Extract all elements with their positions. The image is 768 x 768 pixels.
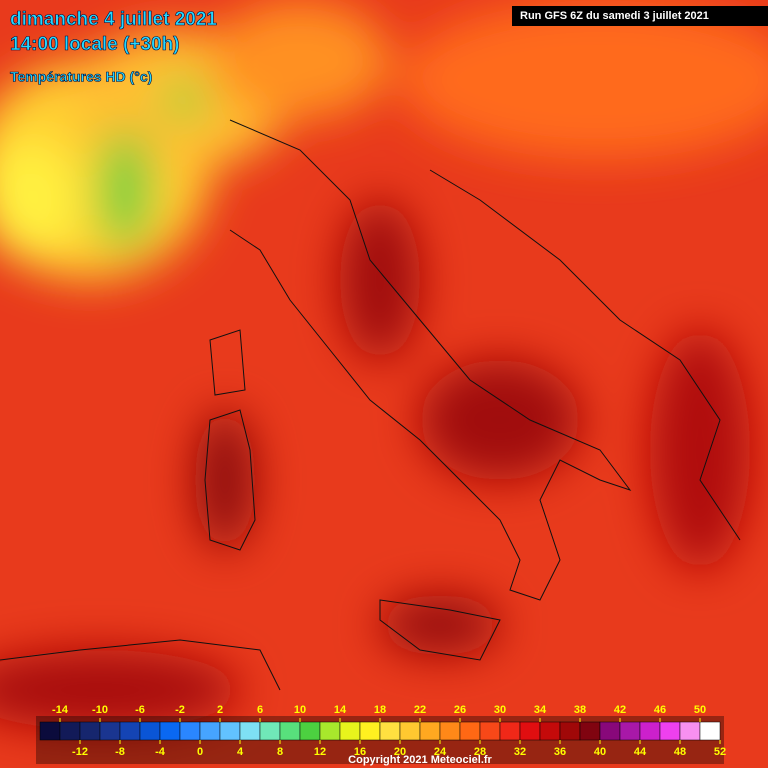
tick-label: -4 <box>155 746 166 758</box>
tick-label: 20 <box>394 746 406 758</box>
tick-label: 4 <box>237 746 244 758</box>
temperature-field <box>0 0 768 730</box>
tick-label: 44 <box>634 746 647 758</box>
tick-label: -12 <box>72 746 88 758</box>
color-cell <box>339 721 361 741</box>
color-cell <box>619 721 641 741</box>
tick-label: 6 <box>257 704 263 716</box>
color-cell <box>539 721 561 741</box>
color-cell <box>639 721 661 741</box>
color-cell <box>439 721 461 741</box>
tick-label: 10 <box>294 704 306 716</box>
color-cell <box>599 721 621 741</box>
tick-label: 28 <box>474 746 486 758</box>
color-cell <box>219 721 241 741</box>
color-cell <box>199 721 221 741</box>
tick-label: 46 <box>654 704 666 716</box>
color-cell <box>59 721 81 741</box>
color-cell <box>159 721 181 741</box>
tick-label: -6 <box>135 704 145 716</box>
color-cell <box>39 721 61 741</box>
tick-label: 40 <box>594 746 606 758</box>
run-info: Run GFS 6Z du samedi 3 juillet 2021 <box>520 10 709 22</box>
copyright: Copyright 2021 Meteociel.fr <box>348 754 492 766</box>
tick-label: 38 <box>574 704 586 716</box>
color-cell <box>79 721 101 741</box>
color-cell <box>139 721 161 741</box>
color-cell <box>119 721 141 741</box>
color-cell <box>679 721 701 741</box>
tick-label: 30 <box>494 704 506 716</box>
color-cell <box>359 721 381 741</box>
color-cell <box>479 721 501 741</box>
tick-label: 22 <box>414 704 426 716</box>
color-cell <box>259 721 281 741</box>
color-cell <box>279 721 301 741</box>
color-cell <box>299 721 321 741</box>
tick-label: 52 <box>714 746 726 758</box>
tick-label: 42 <box>614 704 626 716</box>
color-cell <box>579 721 601 741</box>
tick-label: -14 <box>52 704 69 716</box>
tick-label: -8 <box>115 746 125 758</box>
color-cell <box>399 721 421 741</box>
field-title: Températures HD (°c) <box>10 69 152 85</box>
tick-label: 36 <box>554 746 566 758</box>
color-cell <box>499 721 521 741</box>
color-cell <box>699 721 721 741</box>
tick-label: 48 <box>674 746 686 758</box>
tick-label: 14 <box>334 704 347 716</box>
colorbar: -14 -10 -6 -2 2 6 10 14 18 22 26 30 34 38 42 46 50-12 -8-… <box>39 704 726 758</box>
tick-label: -10 <box>92 704 108 716</box>
color-cell <box>99 721 121 741</box>
tick-label: 0 <box>197 746 203 758</box>
tick-label: -2 <box>175 704 185 716</box>
tick-label: 50 <box>694 704 706 716</box>
tick-label: 24 <box>434 746 447 758</box>
color-cell <box>379 721 401 741</box>
color-cell <box>559 721 581 741</box>
run-box <box>512 6 768 26</box>
color-cell <box>459 721 481 741</box>
date-title: dimanche 4 juillet 2021 <box>10 9 217 30</box>
color-cell <box>519 721 541 741</box>
tick-label: 26 <box>454 704 466 716</box>
color-cell <box>659 721 681 741</box>
coastlines <box>0 119 741 691</box>
tick-label: 2 <box>217 704 223 716</box>
color-cell <box>239 721 261 741</box>
tick-label: 12 <box>314 746 326 758</box>
tick-label: 32 <box>514 746 526 758</box>
color-cell <box>319 721 341 741</box>
tick-label: 18 <box>374 704 386 716</box>
color-cell <box>179 721 201 741</box>
tick-label: 16 <box>354 746 366 758</box>
color-cell <box>419 721 441 741</box>
tick-label: 8 <box>277 746 283 758</box>
time-title: 14:00 locale (+30h) <box>10 34 180 55</box>
tick-label: 34 <box>534 704 547 716</box>
